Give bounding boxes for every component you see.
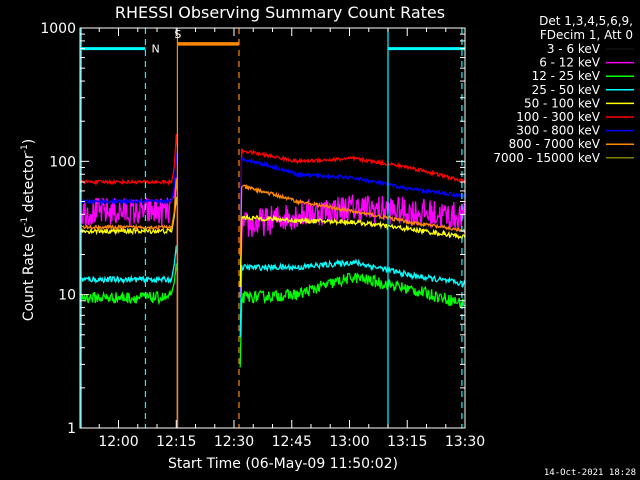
series-line-after-7 bbox=[239, 183, 466, 257]
x-tick-label: 12:30 bbox=[214, 434, 254, 450]
axes: 12:00 12:15 12:30 12:45 13:00 13:15 13:30 1 10 10… bbox=[40, 21, 485, 450]
legend-label-4: 50 - 100 keV bbox=[524, 96, 601, 110]
y-tick-label: 100 bbox=[49, 154, 76, 170]
legend-label-6: 300 - 800 keV bbox=[516, 124, 600, 138]
legend-label-8: 7000 - 15000 keV bbox=[493, 151, 600, 165]
series-line-after-5 bbox=[239, 148, 466, 221]
legend-label-1: 6 - 12 keV bbox=[539, 56, 601, 70]
series-line-after-2 bbox=[239, 272, 465, 368]
series-line-50-100keV bbox=[79, 196, 179, 428]
series-line-6-12keV bbox=[79, 177, 179, 428]
x-tick-label: 12:45 bbox=[272, 434, 312, 450]
footer-date: 14-Oct-2021 18:28 bbox=[544, 468, 636, 478]
saa-label: S bbox=[174, 28, 181, 41]
x-tick-label: 12:15 bbox=[156, 434, 196, 450]
x-tick-label: 12:00 bbox=[98, 434, 138, 450]
y-axis-label: Count Rate (s-1 detector-1) bbox=[20, 139, 37, 321]
series-line-300-800keV bbox=[79, 153, 179, 428]
y-tick-label: 10 bbox=[58, 288, 76, 304]
x-tick-label: 13:00 bbox=[329, 434, 369, 450]
legend-label-7: 800 - 7000 keV bbox=[509, 137, 601, 151]
plot-area: NS bbox=[79, 28, 466, 428]
y-tick-label: 1 bbox=[67, 421, 76, 437]
x-tick-label: 13:30 bbox=[445, 434, 485, 450]
legend-header-line-2: FDecim 1, Att 0 bbox=[540, 28, 633, 42]
x-tick-label: 13:15 bbox=[387, 434, 427, 450]
legend-header-line-1: Det 1,3,4,5,6,9, bbox=[539, 14, 633, 28]
night-label: N bbox=[151, 43, 159, 56]
legend-label-2: 12 - 25 keV bbox=[532, 69, 601, 83]
y-tick-label: 1000 bbox=[40, 21, 76, 37]
legend-label-3: 25 - 50 keV bbox=[532, 83, 601, 97]
series-line-after-3 bbox=[239, 258, 466, 338]
legend: Det 1,3,4,5,6,9, FDecim 1, Att 0 3 - 6 k… bbox=[493, 14, 634, 165]
legend-label-5: 100 - 300 keV bbox=[516, 110, 600, 124]
x-axis-label: Start Time (06-May-09 11:50:02) bbox=[168, 456, 398, 472]
series-line-100-300keV bbox=[79, 133, 179, 428]
series-line-after-4 bbox=[239, 213, 466, 288]
chart-title: RHESSI Observing Summary Count Rates bbox=[115, 3, 445, 22]
series-line-25-50keV bbox=[79, 245, 179, 428]
series-line-12-25keV bbox=[79, 263, 179, 428]
series-line-after-6 bbox=[239, 155, 466, 229]
legend-label-0: 3 - 6 keV bbox=[547, 42, 601, 56]
series-line-800-7000keV bbox=[79, 179, 179, 428]
